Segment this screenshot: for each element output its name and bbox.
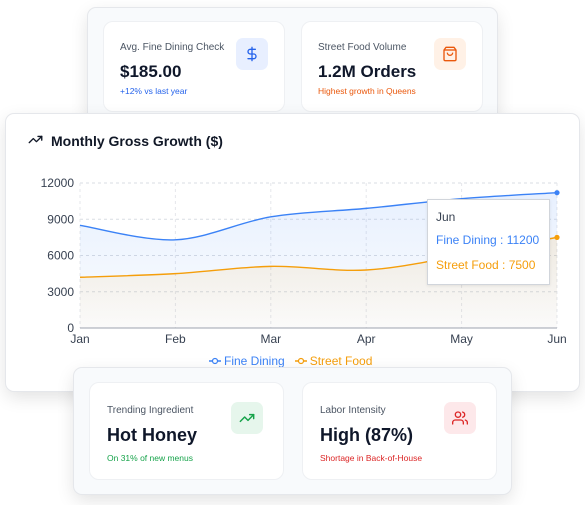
y-tick-label: 12000 xyxy=(41,176,75,190)
top-metrics-panel: Avg. Fine Dining Check $185.00 +12% vs l… xyxy=(88,8,497,123)
y-tick-label: 6000 xyxy=(47,249,74,263)
x-tick-label: Jun xyxy=(547,332,566,346)
metric-subtext: On 31% of new menus xyxy=(107,453,193,463)
chart-panel: Monthly Gross Growth ($) Jan Feb Mar Apr May… xyxy=(6,114,579,391)
chart-header: Monthly Gross Growth ($) xyxy=(28,132,223,150)
metric-label: Trending Ingredient xyxy=(107,405,194,416)
street-food-active-point xyxy=(554,234,560,240)
fine-dining-active-point xyxy=(554,190,560,196)
metric-value: High (87%) xyxy=(320,425,414,445)
x-tick-label: Apr xyxy=(357,332,376,346)
legend-line-marker-icon xyxy=(209,357,221,365)
chart-tooltip: Jun Fine Dining : 11200 Street Food : 75… xyxy=(427,199,550,285)
tooltip-street-food: Street Food : 7500 xyxy=(436,258,536,272)
trending-up-icon xyxy=(28,132,43,150)
metric-card-street-food-volume: Street Food Volume 1.2M Orders Highest g… xyxy=(301,21,483,112)
bottom-metrics-panel: Trending Ingredient Hot Honey On 31% of … xyxy=(74,368,511,494)
chart-title: Monthly Gross Growth ($) xyxy=(51,133,223,149)
x-tick-label: Mar xyxy=(260,332,281,346)
x-tick-label: Jan xyxy=(70,332,89,346)
metric-value: $185.00 xyxy=(120,62,182,81)
metric-value: 1.2M Orders xyxy=(318,62,417,81)
metric-subtext: Shortage in Back-of-House xyxy=(320,453,423,463)
legend-item-street-food[interactable]: Street Food xyxy=(294,354,373,368)
legend-item-fine-dining[interactable]: Fine Dining xyxy=(209,354,285,368)
legend-label: Fine Dining xyxy=(224,354,285,368)
tooltip-fine-dining: Fine Dining : 11200 xyxy=(436,233,540,247)
metric-label: Street Food Volume xyxy=(318,42,407,53)
tooltip-month: Jun xyxy=(436,210,456,224)
metric-label: Labor Intensity xyxy=(320,405,386,416)
metric-label: Avg. Fine Dining Check xyxy=(120,42,225,53)
y-tick-label: 9000 xyxy=(47,212,74,226)
metric-subtext: Highest growth in Queens xyxy=(318,86,416,96)
y-tick-label: 0 xyxy=(67,321,74,335)
metric-subtext: +12% vs last year xyxy=(120,86,188,96)
metric-card-labor-intensity: Labor Intensity High (87%) Shortage in B… xyxy=(302,382,497,480)
chart-legend: Fine Dining Street Food xyxy=(209,354,372,368)
legend-label: Street Food xyxy=(309,354,373,368)
dollar-icon xyxy=(236,38,268,70)
trending-up-icon xyxy=(231,402,263,434)
metric-card-trending-ingredient: Trending Ingredient Hot Honey On 31% of … xyxy=(89,382,284,480)
y-tick-label: 3000 xyxy=(47,285,74,299)
metric-card-fine-dining-check: Avg. Fine Dining Check $185.00 +12% vs l… xyxy=(103,21,285,112)
legend-line-marker-icon xyxy=(294,357,307,365)
users-icon xyxy=(444,402,476,434)
x-tick-label: Feb xyxy=(165,332,186,346)
shopping-bag-icon xyxy=(434,38,466,70)
fine-dining-line xyxy=(79,191,558,241)
metric-value: Hot Honey xyxy=(107,425,197,445)
x-tick-label: May xyxy=(450,332,473,346)
